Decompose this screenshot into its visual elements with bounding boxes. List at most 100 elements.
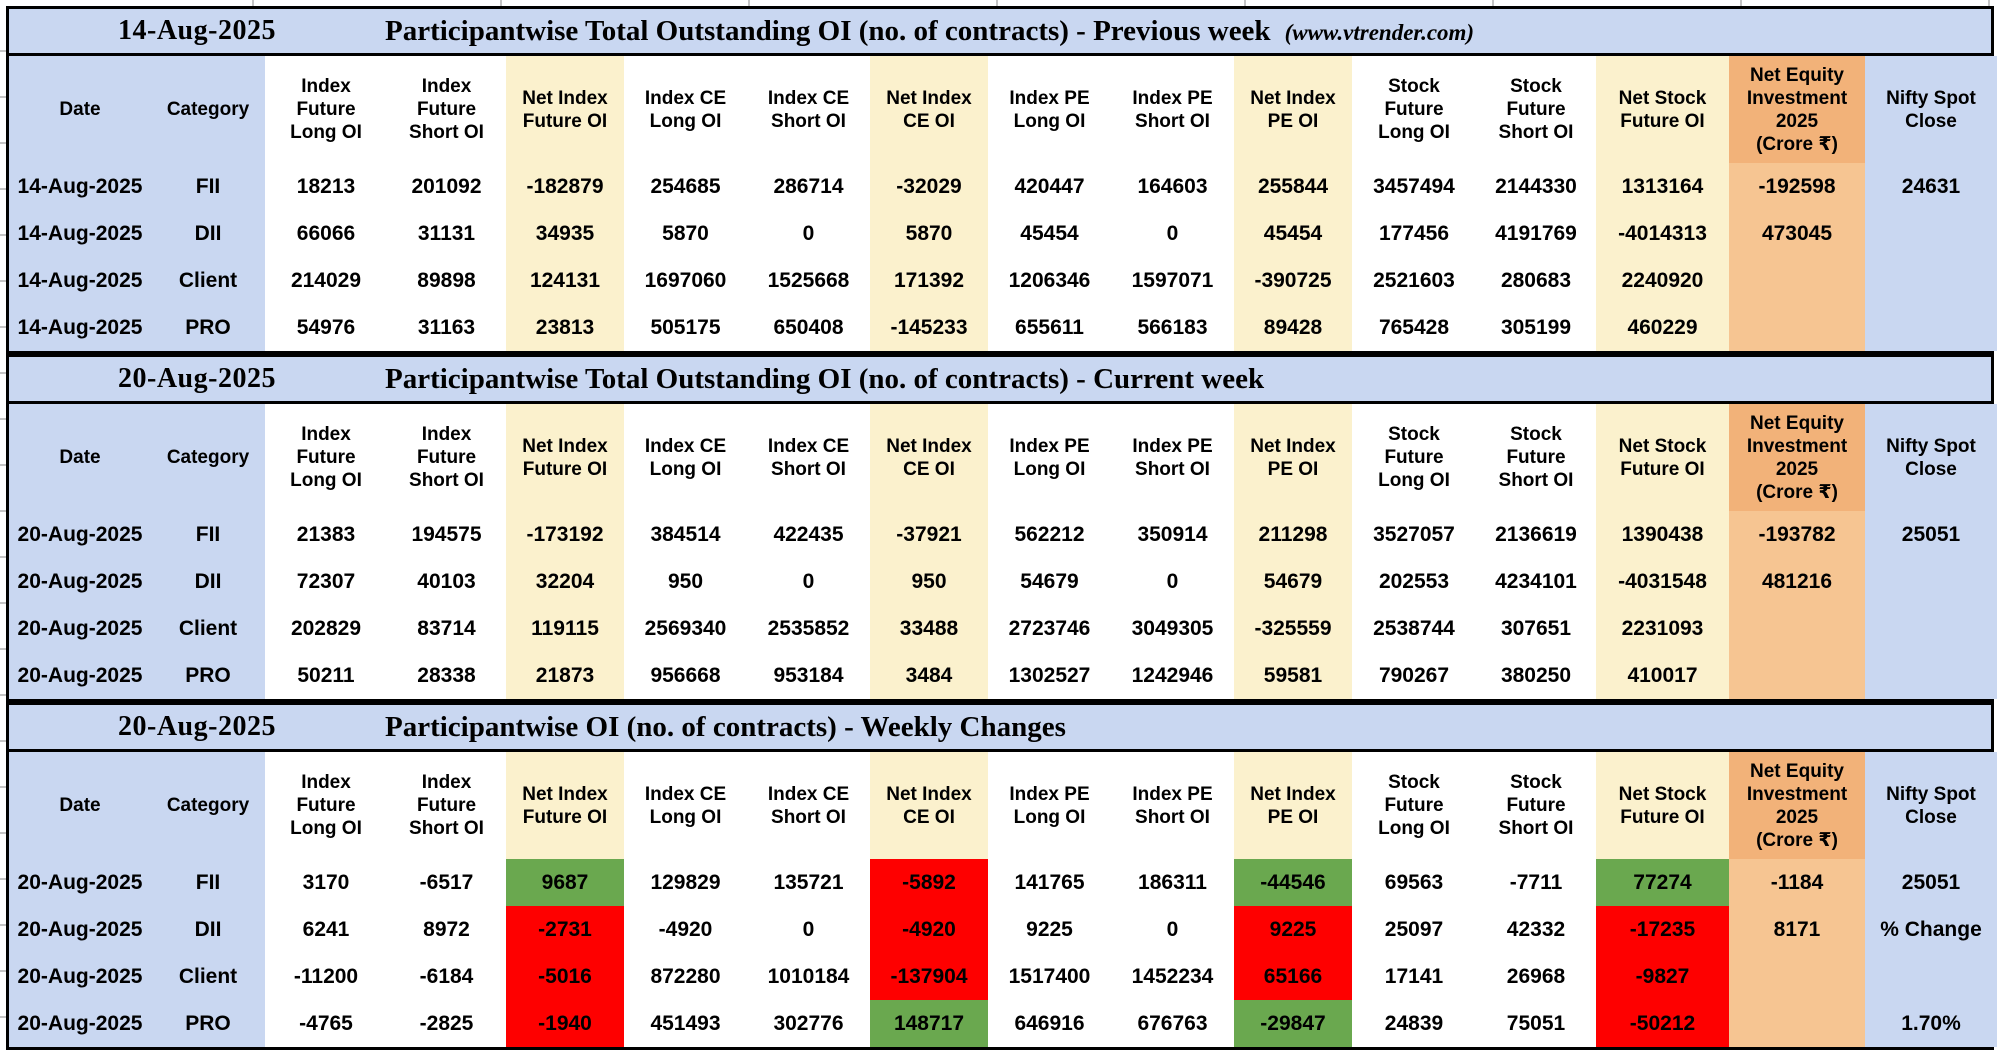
data-cell-index-future-short-oi: 31163 [387,304,506,351]
data-cell-net-equity-investment-2025-crore: -1184 [1729,859,1865,906]
data-cell-net-equity-investment-2025-crore [1729,304,1865,351]
data-cell-stock-future-long-oi: 24839 [1352,1000,1476,1047]
data-cell-index-ce-short-oi: 1525668 [747,257,870,304]
data-cell-net-index-pe-oi: 59581 [1234,652,1352,699]
data-cell-index-pe-short-oi: 0 [1111,210,1234,257]
data-cell-index-future-long-oi: 6241 [265,906,387,953]
table-row: 20-Aug-2025 FII 3170 -6517 9687 129829 135721-… [9,859,1997,906]
data-cell-index-ce-long-oi: 950 [624,558,747,605]
data-cell-net-index-pe-oi: 65166 [1234,953,1352,1000]
data-cell-net-index-pe-oi: 54679 [1234,558,1352,605]
data-cell-date: 20-Aug-2025 [9,652,151,699]
data-cell-net-index-pe-oi: 211298 [1234,511,1352,558]
column-header-category: Category [151,752,265,859]
table-row: 14-Aug-2025 FII 18213 201092 -182879 254685 28… [9,163,1997,210]
data-cell-net-equity-investment-2025-crore [1729,652,1865,699]
oi-table-current-week: Date Category Index Future Long OI Index Fu… [9,404,1997,699]
data-cell-net-index-ce-oi: 33488 [870,605,988,652]
column-header-index-pe-short-oi: Index PE Short OI [1111,404,1234,511]
column-header-index-ce-long-oi: Index CE Long OI [624,404,747,511]
data-cell-net-index-ce-oi: -37921 [870,511,988,558]
column-header-index-pe-long-oi: Index PE Long OI [988,752,1111,859]
data-cell-net-index-ce-oi: -145233 [870,304,988,351]
column-header-net-equity-investment-2025-crore: Net Equity Investment 2025 (Crore ₹) [1729,56,1865,163]
data-cell-index-future-short-oi: 40103 [387,558,506,605]
data-cell-index-future-short-oi: -6517 [387,859,506,906]
data-cell-stock-future-long-oi: 17141 [1352,953,1476,1000]
data-cell-category: FII [151,859,265,906]
data-cell-index-future-long-oi: 54976 [265,304,387,351]
data-cell-index-future-long-oi: -11200 [265,953,387,1000]
column-header-date: Date [9,404,151,511]
column-header-index-ce-long-oi: Index CE Long OI [624,752,747,859]
data-cell-category: Client [151,257,265,304]
data-cell-stock-future-short-oi: 42332 [1476,906,1596,953]
data-cell-index-ce-short-oi: 1010184 [747,953,870,1000]
table-row: 20-Aug-2025 Client -11200 -6184 -5016 872280 1… [9,953,1997,1000]
column-header-index-future-long-oi: Index Future Long OI [265,56,387,163]
section-current-week: 20-Aug-2025 Participantwise Total Outsta… [6,354,1997,702]
data-cell-net-index-future-oi: 9687 [506,859,624,906]
data-cell-date: 14-Aug-2025 [9,257,151,304]
data-cell-index-ce-long-oi: 451493 [624,1000,747,1047]
section-date: 20-Aug-2025 [118,363,276,394]
data-cell-index-future-short-oi: 194575 [387,511,506,558]
column-header-row: Date Category Index Future Long OI Index Fu… [9,752,1997,859]
data-cell-index-pe-long-oi: 1302527 [988,652,1111,699]
data-cell-index-future-short-oi: 201092 [387,163,506,210]
section-title-bar: 20-Aug-2025 Participantwise Total Outsta… [9,357,1991,404]
data-cell-index-ce-long-oi: 5870 [624,210,747,257]
oi-table-previous-week: Date Category Index Future Long OI Index Fu… [9,56,1997,351]
data-cell-net-index-ce-oi: 3484 [870,652,988,699]
data-cell-index-pe-long-oi: 1206346 [988,257,1111,304]
data-cell-date: 20-Aug-2025 [9,605,151,652]
data-cell-net-index-pe-oi: 89428 [1234,304,1352,351]
data-cell-category: DII [151,558,265,605]
data-cell-index-pe-short-oi: 1242946 [1111,652,1234,699]
data-cell-stock-future-long-oi: 177456 [1352,210,1476,257]
table-row: 14-Aug-2025 Client 214029 89898 124131 169706… [9,257,1997,304]
column-header-index-ce-short-oi: Index CE Short OI [747,752,870,859]
data-cell-date: 14-Aug-2025 [9,210,151,257]
data-cell-stock-future-short-oi: 280683 [1476,257,1596,304]
data-cell-net-index-future-oi: 23813 [506,304,624,351]
data-cell-index-future-short-oi: 28338 [387,652,506,699]
column-header-net-index-future-oi: Net Index Future OI [506,404,624,511]
data-cell-index-future-long-oi: -4765 [265,1000,387,1047]
column-header-stock-future-short-oi: Stock Future Short OI [1476,404,1596,511]
column-header-index-ce-short-oi: Index CE Short OI [747,404,870,511]
data-cell-index-ce-long-oi: 505175 [624,304,747,351]
data-cell-index-ce-long-oi: 956668 [624,652,747,699]
column-header-net-index-ce-oi: Net Index CE OI [870,404,988,511]
data-cell-nifty-spot-close [1865,210,1997,257]
data-cell-nifty-spot-close: 1.70% [1865,1000,1997,1047]
data-cell-index-future-short-oi: 8972 [387,906,506,953]
table-row: 14-Aug-2025 DII 66066 31131 34935 5870 0 5870 45… [9,210,1997,257]
data-cell-net-index-future-oi: 21873 [506,652,624,699]
data-cell-date: 20-Aug-2025 [9,511,151,558]
column-header-row: Date Category Index Future Long OI Index Fu… [9,56,1997,163]
data-cell-index-pe-long-oi: 2723746 [988,605,1111,652]
data-cell-index-pe-short-oi: 566183 [1111,304,1234,351]
column-header-index-pe-long-oi: Index PE Long OI [988,404,1111,511]
column-header-index-ce-long-oi: Index CE Long OI [624,56,747,163]
column-header-net-index-ce-oi: Net Index CE OI [870,752,988,859]
data-cell-stock-future-long-oi: 25097 [1352,906,1476,953]
column-header-net-index-ce-oi: Net Index CE OI [870,56,988,163]
data-cell-stock-future-long-oi: 2521603 [1352,257,1476,304]
data-cell-net-index-future-oi: -182879 [506,163,624,210]
column-header-net-index-pe-oi: Net Index PE OI [1234,56,1352,163]
data-cell-category: FII [151,163,265,210]
data-cell-stock-future-short-oi: 4234101 [1476,558,1596,605]
data-cell-stock-future-long-oi: 765428 [1352,304,1476,351]
data-cell-index-pe-long-oi: 141765 [988,859,1111,906]
data-cell-net-index-pe-oi: 9225 [1234,906,1352,953]
data-cell-index-future-short-oi: 83714 [387,605,506,652]
data-cell-category: FII [151,511,265,558]
data-cell-nifty-spot-close [1865,304,1997,351]
data-cell-stock-future-short-oi: 305199 [1476,304,1596,351]
data-cell-index-pe-short-oi: 1597071 [1111,257,1234,304]
data-cell-index-ce-short-oi: 0 [747,558,870,605]
data-cell-date: 20-Aug-2025 [9,558,151,605]
column-header-stock-future-long-oi: Stock Future Long OI [1352,56,1476,163]
